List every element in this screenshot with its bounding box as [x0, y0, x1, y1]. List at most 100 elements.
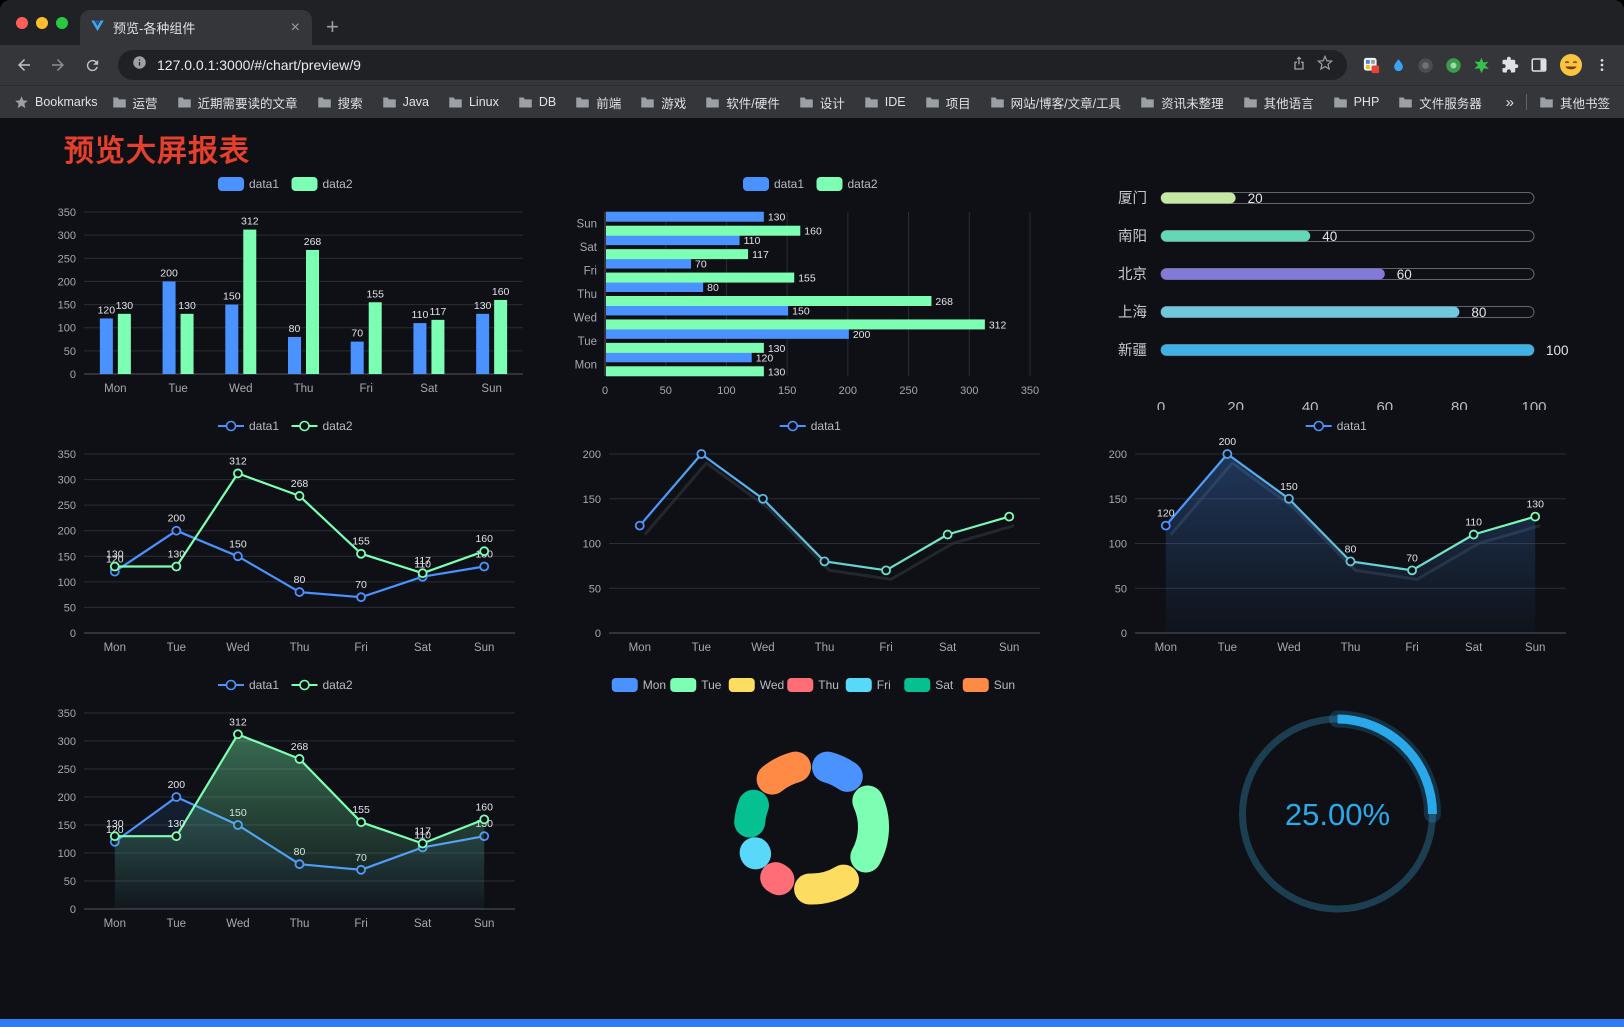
other-bookmarks-folder[interactable]: 其他书签	[1539, 93, 1610, 112]
svg-text:130: 130	[168, 818, 186, 830]
svg-text:data1: data1	[249, 177, 279, 191]
extensions-puzzle-icon[interactable]	[1501, 56, 1519, 74]
bookmark-folder[interactable]: PHP	[1333, 95, 1379, 109]
svg-text:Wed: Wed	[574, 312, 597, 324]
bookmark-label: 网站/博客/文章/工具	[1010, 96, 1122, 111]
svg-text:70: 70	[1406, 552, 1418, 564]
svg-text:150: 150	[583, 494, 601, 506]
minimize-window-button[interactable]	[36, 17, 48, 29]
svg-text:Tue: Tue	[702, 678, 723, 692]
svg-text:Sun: Sun	[1525, 642, 1545, 654]
svg-text:160: 160	[805, 226, 823, 238]
address-bar[interactable]: 127.0.0.1:3000/#/chart/preview/9	[118, 50, 1347, 80]
bookmark-label: 前端	[596, 96, 622, 111]
svg-text:250: 250	[58, 764, 76, 776]
close-window-button[interactable]	[16, 17, 28, 29]
bookmark-folder[interactable]: 游戏	[640, 93, 686, 112]
svg-text:80: 80	[1451, 399, 1468, 410]
bookmark-folder[interactable]: DB	[518, 95, 556, 109]
extension-icon-2[interactable]	[1391, 58, 1406, 73]
folder-icon	[449, 97, 462, 107]
bookmark-items: 运营 近期需要读的文章 搜索 Java Linux DB 前端 游戏 软件/硬件 设计 IDE 项目 网…	[112, 93, 1492, 112]
bookmark-label: 项目	[945, 96, 971, 111]
svg-text:80: 80	[289, 323, 301, 335]
bookmark-folder[interactable]: 项目	[925, 93, 971, 112]
chart-grouped-bar: 0 50 100 150 200 250 300 350 Mon Tue Wed Thu Fri Sat S…	[24, 172, 549, 410]
svg-text:300: 300	[961, 385, 979, 397]
bookmark-folder[interactable]: 其他语言	[1243, 93, 1314, 112]
svg-text:Fri: Fri	[360, 383, 373, 395]
svg-text:350: 350	[1021, 385, 1039, 397]
bookmark-folder[interactable]: Java	[382, 95, 429, 109]
svg-text:Tue: Tue	[167, 642, 186, 654]
svg-text:60: 60	[1376, 399, 1393, 410]
bookmarks-overflow-button[interactable]: »	[1505, 93, 1514, 111]
chart-grouped-horizontal-bar: 0 50 100 150 200 250 300 350 Mon 120 130 Tue 200 130 W…	[549, 172, 1074, 410]
bookmark-folder[interactable]: 设计	[799, 93, 845, 112]
svg-text:0: 0	[70, 904, 76, 916]
svg-text:Sat: Sat	[414, 918, 432, 930]
svg-text:北京: 北京	[1118, 266, 1147, 283]
reload-button[interactable]	[78, 51, 106, 79]
svg-text:data2: data2	[323, 177, 353, 191]
bookmark-star-icon[interactable]	[1316, 54, 1334, 76]
svg-text:160: 160	[476, 801, 494, 813]
svg-text:Mon: Mon	[104, 918, 126, 930]
browser-tab[interactable]: 预览-各种组件 ×	[80, 10, 312, 45]
chart-svg-two-series-area-line: 0 50 100 150 200 250 300 350 Mon Tue Wed Thu Fri Sat S…	[58, 678, 516, 930]
bookmark-label: 运营	[132, 96, 158, 111]
site-info-icon[interactable]	[132, 55, 147, 75]
profile-avatar[interactable]	[1559, 53, 1583, 77]
bookmark-folder[interactable]: 运营	[112, 93, 158, 112]
svg-text:150: 150	[58, 820, 76, 832]
bookmark-folder[interactable]: 网站/博客/文章/工具	[990, 93, 1121, 112]
tab-close-icon[interactable]: ×	[290, 18, 300, 36]
svg-text:40: 40	[1302, 399, 1319, 410]
bookmark-label: 资讯未整理	[1161, 96, 1224, 111]
svg-text:110: 110	[414, 559, 431, 571]
extension-icon-3[interactable]	[1417, 57, 1434, 74]
svg-text:50: 50	[1115, 583, 1127, 595]
bookmark-folder[interactable]: 资讯未整理	[1140, 93, 1224, 112]
bookmark-folder[interactable]: 前端	[575, 93, 621, 112]
back-button[interactable]	[10, 51, 38, 79]
bookmark-folder[interactable]: 近期需要读的文章	[177, 93, 298, 112]
svg-text:Tue: Tue	[578, 336, 597, 348]
tab-title: 预览-各种组件	[113, 21, 196, 36]
svg-text:Thu: Thu	[815, 642, 835, 654]
svg-text:130: 130	[474, 300, 492, 312]
svg-text:Fri: Fri	[355, 918, 368, 930]
svg-text:80: 80	[1471, 305, 1486, 320]
svg-text:0: 0	[1121, 628, 1127, 640]
extension-icon-1[interactable]	[1363, 57, 1380, 74]
extension-icon-5[interactable]	[1473, 57, 1490, 74]
bookmarks-root-button[interactable]: Bookmarks	[14, 95, 98, 110]
bookmark-folder[interactable]: 软件/硬件	[705, 93, 780, 112]
svg-text:80: 80	[1344, 543, 1356, 555]
svg-text:100: 100	[718, 385, 736, 397]
bookmark-folder[interactable]: 文件服务器	[1398, 93, 1482, 112]
side-panel-icon[interactable]	[1530, 56, 1548, 74]
bookmark-label: 游戏	[661, 96, 687, 111]
svg-text:data1: data1	[811, 419, 841, 433]
svg-text:Mon: Mon	[629, 642, 651, 654]
chart-two-series-line: 0 50 100 150 200 250 300 350 Mon Tue Wed Thu Fri Sat S…	[24, 414, 549, 669]
new-tab-button[interactable]: +	[326, 14, 339, 39]
window-controls	[16, 17, 68, 29]
svg-text:Sat: Sat	[939, 642, 957, 654]
bookmarks-bar: Bookmarks 运营 近期需要读的文章 搜索 Java Linux DB 前端 游戏 软件/…	[0, 85, 1624, 118]
chart-gradient-line: 0 50 100 150 200 Mon Tue Wed Thu Fri Sat Sun data1	[549, 414, 1074, 669]
bookmark-folder[interactable]: IDE	[864, 95, 906, 109]
forward-button[interactable]	[44, 51, 72, 79]
menu-dots-icon[interactable]	[1594, 57, 1610, 73]
svg-text:Sun: Sun	[577, 219, 597, 231]
share-icon[interactable]	[1291, 55, 1307, 76]
extension-icon-4[interactable]	[1445, 57, 1462, 74]
svg-text:Wed: Wed	[760, 678, 784, 692]
bookmark-folder[interactable]: 搜索	[317, 93, 363, 112]
svg-text:Sun: Sun	[994, 678, 1015, 692]
zoom-window-button[interactable]	[56, 17, 68, 29]
svg-text:50: 50	[660, 385, 672, 397]
bookmark-label: Linux	[468, 95, 499, 109]
bookmark-folder[interactable]: Linux	[448, 95, 499, 109]
